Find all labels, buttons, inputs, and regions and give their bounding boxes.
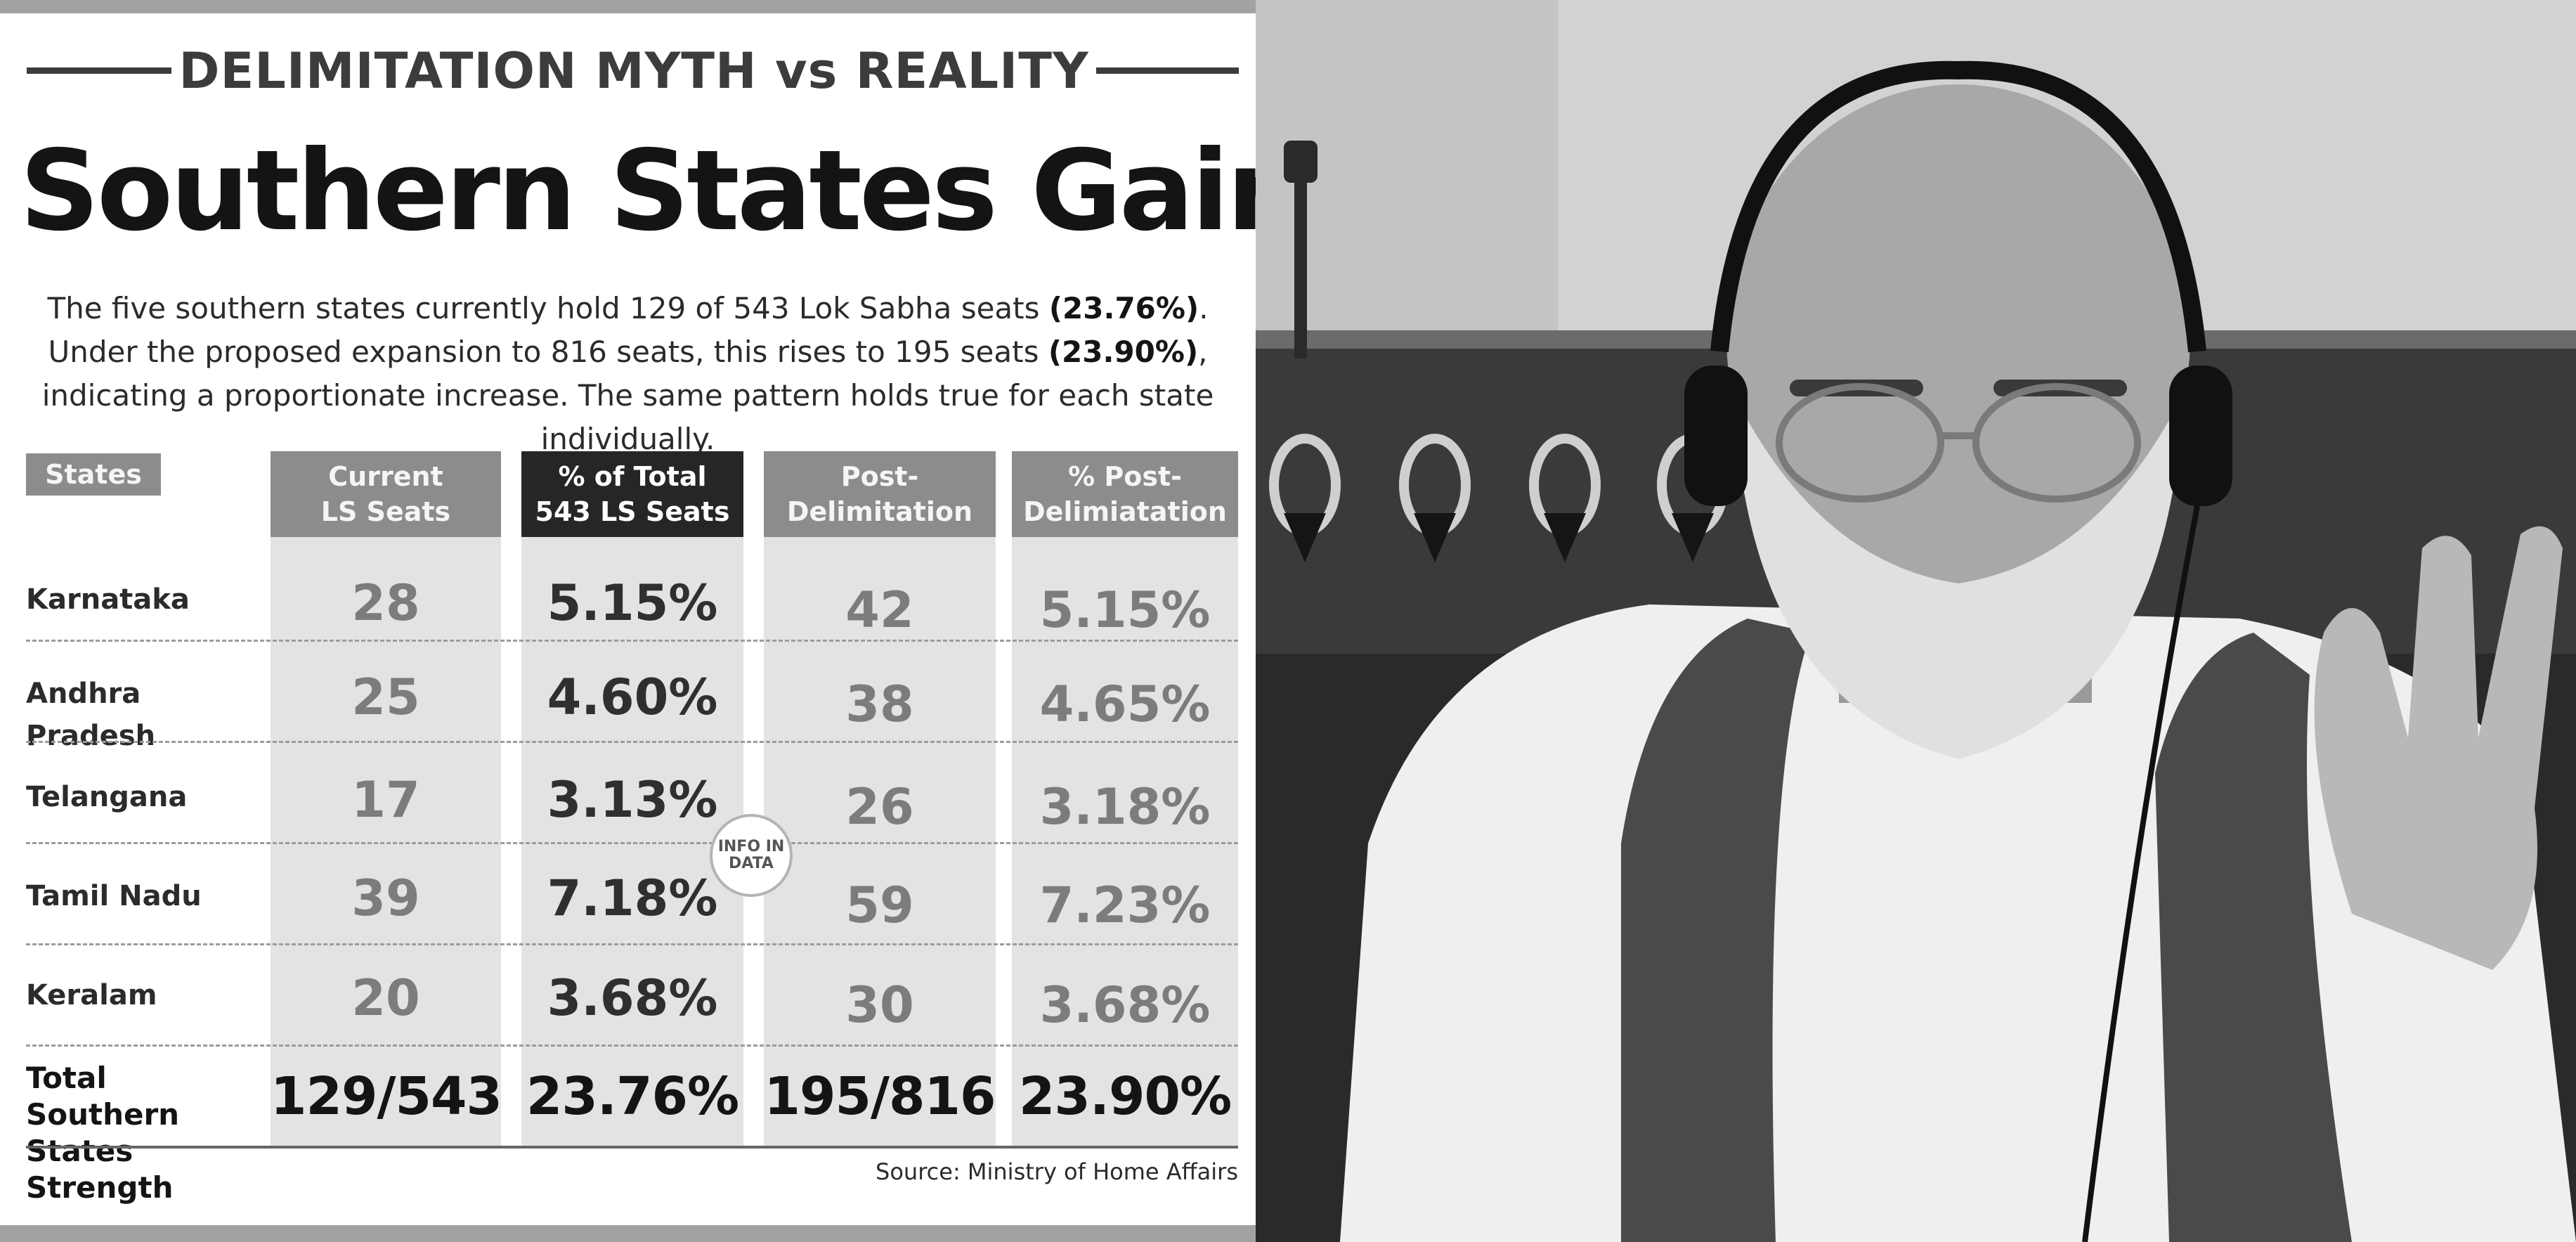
column-header-pct-post-line2: Delimiatation xyxy=(1023,496,1227,527)
row-divider xyxy=(26,640,1238,642)
column-header-post-line1: Post- xyxy=(840,461,919,492)
row-label-keralam: Keralam xyxy=(26,979,157,1011)
bottom-border-bar xyxy=(0,1225,1256,1242)
cell-pct-total-karnataka: 5.15% xyxy=(547,574,718,632)
column-bg-post xyxy=(764,451,996,1146)
cell-pct-post-telangana: 3.18% xyxy=(1039,778,1211,836)
kicker-title: DELIMITATION MYTH vs REALITY xyxy=(178,42,1089,100)
kicker-rule-right xyxy=(1096,67,1239,74)
row-label-telangana: Telangana xyxy=(26,781,188,813)
row-label-karnataka: Karnataka xyxy=(26,583,190,616)
total-pct-total: 23.76% xyxy=(526,1066,739,1127)
kicker-rule-left xyxy=(27,67,171,74)
cell-pct-total-andhra-pradesh: 4.60% xyxy=(547,668,718,726)
total-row-label-line2: States Strength xyxy=(26,1134,174,1205)
column-bg-current xyxy=(271,451,501,1146)
intro-text-1: The five southern states currently hold … xyxy=(47,291,1049,325)
total-row-label: Total Southern States Strength xyxy=(26,1060,265,1206)
infographic-panel: DELIMITATION MYTH vs REALITY Southern St… xyxy=(0,0,1256,1242)
cell-post-telangana: 26 xyxy=(845,778,914,836)
cell-current-telangana: 17 xyxy=(351,771,420,829)
headline: Southern States Gain xyxy=(20,127,1256,256)
cell-current-keralam: 20 xyxy=(351,969,420,1027)
intro-text-2: . Under the proposed expansion to 816 se… xyxy=(48,291,1209,369)
cell-pct-post-tamil-nadu: 7.23% xyxy=(1039,876,1211,934)
cell-pct-post-andhra-pradesh: 4.65% xyxy=(1039,675,1211,733)
photo-illustration xyxy=(1256,0,2576,1242)
cell-post-keralam: 30 xyxy=(845,976,914,1034)
total-row-label-line1: Total Southern xyxy=(26,1061,180,1132)
column-header-pct-post-line1: % Post- xyxy=(1068,461,1182,492)
cell-current-tamil-nadu: 39 xyxy=(351,869,420,927)
row-divider xyxy=(26,1044,1238,1047)
cell-pct-total-telangana: 3.13% xyxy=(547,771,718,829)
cell-pct-post-karnataka: 5.15% xyxy=(1039,581,1211,639)
row-label-tamil-nadu: Tamil Nadu xyxy=(26,880,202,912)
cell-post-tamil-nadu: 59 xyxy=(845,876,914,934)
column-header-pct-total-line1: % of Total xyxy=(558,461,707,492)
total-bottom-rule xyxy=(26,1146,1238,1149)
watermark-line2: DATA xyxy=(729,855,774,872)
intro-highlight-1: (23.76%) xyxy=(1048,291,1199,325)
row-divider xyxy=(26,741,1238,743)
top-border-bar xyxy=(0,0,1256,13)
photo-panel xyxy=(1256,0,2576,1242)
watermark-line1: INFO IN xyxy=(717,838,785,855)
total-pct-post: 23.90% xyxy=(1018,1066,1232,1127)
cell-current-karnataka: 28 xyxy=(351,574,420,632)
cell-post-karnataka: 42 xyxy=(845,581,914,639)
column-bg-pct-post xyxy=(1012,451,1238,1146)
column-bg-pct-total xyxy=(521,451,743,1146)
intro-highlight-2: (23.90%) xyxy=(1048,335,1199,369)
total-current: 129/543 xyxy=(271,1066,502,1127)
info-in-data-watermark: INFO IN DATA xyxy=(710,814,793,897)
column-header-current-line1: Current xyxy=(328,461,443,492)
row-divider xyxy=(26,842,1238,844)
column-header-post-line2: Delimitation xyxy=(786,496,973,527)
intro-text-3: , indicating a proportionate increase. T… xyxy=(41,335,1214,456)
cell-pct-total-keralam: 3.68% xyxy=(547,969,718,1027)
column-header-post: Post- Delimitation xyxy=(764,451,996,537)
total-post: 195/816 xyxy=(764,1066,996,1127)
kicker-row: DELIMITATION MYTH vs REALITY xyxy=(27,41,1239,101)
column-header-current: Current LS Seats xyxy=(271,451,501,537)
column-header-current-line2: LS Seats xyxy=(320,496,451,527)
intro-paragraph: The five southern states currently hold … xyxy=(21,287,1235,461)
column-header-pct-total: % of Total 543 LS Seats xyxy=(521,451,743,537)
source-note: Source: Ministry of Home Affairs xyxy=(876,1158,1238,1185)
cell-current-andhra-pradesh: 25 xyxy=(351,668,420,726)
row-divider xyxy=(26,943,1238,945)
cell-pct-post-keralam: 3.68% xyxy=(1039,976,1211,1034)
column-header-pct-post: % Post- Delimiatation xyxy=(1012,451,1238,537)
cell-pct-total-tamil-nadu: 7.18% xyxy=(547,869,718,927)
row-label-andhra-pradesh: Andhra Pradesh xyxy=(26,678,156,752)
column-header-pct-total-line2: 543 LS Seats xyxy=(535,496,730,527)
column-header-states: States xyxy=(26,453,161,496)
cell-post-andhra-pradesh: 38 xyxy=(845,675,914,733)
